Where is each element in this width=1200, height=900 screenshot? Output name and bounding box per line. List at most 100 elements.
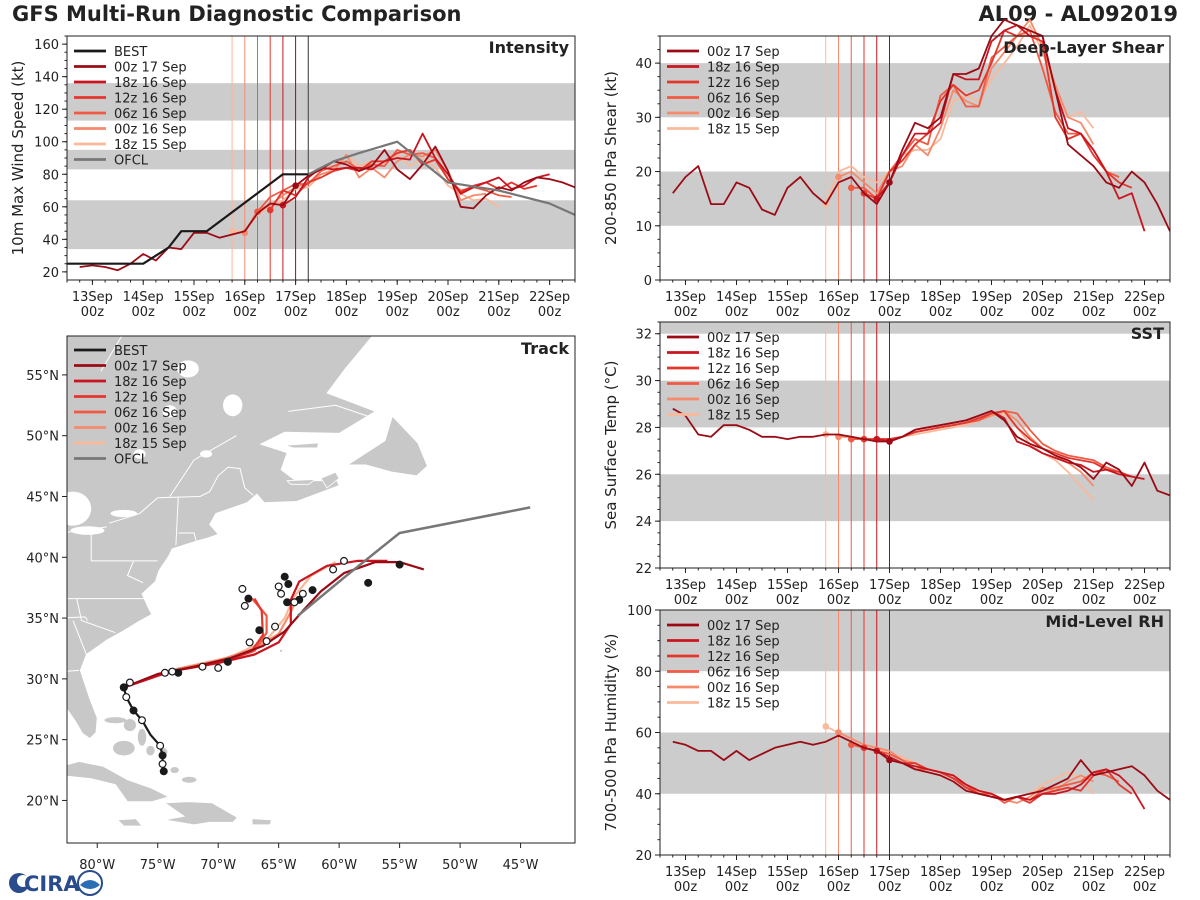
intensity-ytick-label: 80: [42, 168, 59, 183]
sst-xtick-label-hour: 00z: [1133, 593, 1157, 608]
intensity-ytick-label: 40: [42, 233, 59, 248]
track-xtick-label: 45°W: [503, 858, 539, 873]
intensity-xtick-label-day: 15Sep: [173, 290, 214, 305]
rh-legend-entry: 00z 17 Sep: [707, 619, 780, 634]
sst-xtick-label-day: 22Sep: [1124, 578, 1165, 593]
sst-xtick-label-hour: 00z: [1031, 593, 1055, 608]
sst-xtick-label-hour: 00z: [725, 593, 749, 608]
sst-xtick-label-hour: 00z: [1082, 593, 1106, 608]
landmass-cuba: [67, 761, 170, 803]
intensity-chart: 2040608010012014016013Sep00z14Sep00z15Se…: [9, 35, 576, 320]
rh-init-point: [886, 756, 893, 764]
shear-legend-entry: 18z 16 Sep: [707, 61, 780, 76]
sst-ylabel: Sea Surface Temp (°C): [602, 360, 620, 529]
sst-chart: 22242628303213Sep00z14Sep00z15Sep00z16Se…: [602, 321, 1171, 608]
sst-band: [660, 322, 1170, 334]
rh-ytick-label: 40: [635, 788, 652, 803]
track-marker: [214, 663, 223, 672]
track-marker: [284, 580, 293, 589]
rh-init-point: [835, 729, 842, 736]
sst-xtick-label-day: 13Sep: [665, 578, 706, 593]
rh-legend-entry: 18z 16 Sep: [707, 635, 780, 650]
intensity-series-BEST: [67, 173, 309, 265]
rh-legend-entry: 18z 15 Sep: [707, 697, 780, 712]
landmass-bahamas-island: [137, 728, 147, 746]
intensity-init-point: [228, 227, 236, 235]
track-marker: [271, 622, 280, 631]
shear-xtick-label-hour: 00z: [929, 305, 953, 320]
rh-chart: 2040608010013Sep00z14Sep00z15Sep00z16Sep…: [602, 604, 1171, 895]
map-border: [288, 404, 372, 418]
track-marker: [308, 586, 317, 595]
map-border: [175, 496, 179, 546]
shear-series-12z-16-Sep: [863, 29, 1133, 200]
track-xtick-label: 70°W: [200, 858, 236, 873]
sst-xtick-label-hour: 00z: [776, 593, 800, 608]
intensity-legend-entry: 18z 15 Sep: [114, 138, 187, 153]
landmass-bahamas-island: [146, 745, 155, 756]
track-xtick-label: 65°W: [261, 858, 297, 873]
rh-ytick-label: 100: [627, 604, 652, 619]
track-marker: [280, 572, 289, 581]
intensity-xtick-label-day: 17Sep: [275, 290, 316, 305]
track-xtick-label: 55°W: [382, 858, 418, 873]
sst-xtick-label-hour: 00z: [929, 593, 953, 608]
track-xtick-label: 60°W: [321, 858, 357, 873]
sst-series-12z-16-Sep: [864, 410, 1133, 478]
sst-legend-entry: 18z 15 Sep: [707, 409, 780, 424]
map-border: [67, 616, 89, 621]
intensity-xtick-label-day: 22Sep: [529, 290, 570, 305]
intensity-series-12z-16-Sep: [269, 148, 538, 211]
intensity-xtick-label-day: 13Sep: [72, 290, 113, 305]
sst-legend-entry: 06z 16 Sep: [707, 378, 780, 393]
shear-xtick-label-day: 22Sep: [1124, 290, 1165, 305]
map-lake: [162, 405, 178, 418]
rh-xtick-label-day: 14Sep: [716, 865, 757, 880]
cira-logo-text: CIRA: [24, 872, 80, 896]
shear-init-point: [835, 173, 842, 181]
shear-xtick-label-hour: 00z: [1133, 305, 1157, 320]
track-legend-entry: 06z 16 Sep: [114, 406, 187, 421]
sst-xtick-label-hour: 00z: [674, 593, 698, 608]
landmass-pei: [286, 479, 317, 485]
intensity-xtick-label-day: 21Sep: [478, 290, 519, 305]
track-marker: [168, 667, 177, 676]
landmass-jamaica: [116, 818, 143, 827]
rh-ytick-label: 60: [635, 727, 652, 742]
intensity-xtick-label-hour: 00z: [233, 305, 257, 320]
track-marker: [159, 767, 168, 776]
intensity-xtick-label-hour: 00z: [487, 305, 511, 320]
intensity-band: [67, 83, 575, 121]
track-marker: [125, 678, 134, 687]
track-line-OFCL: [297, 506, 531, 617]
track-marker: [274, 582, 283, 591]
sst-xtick-label-day: 15Sep: [767, 578, 808, 593]
rh-xtick-label-day: 19Sep: [971, 865, 1012, 880]
intensity-xtick-label-hour: 00z: [284, 305, 308, 320]
sst-xtick-label-hour: 00z: [980, 593, 1004, 608]
track-marker: [129, 706, 138, 715]
shear-series-18z-15-Sep: [824, 24, 1095, 205]
intensity-ytick-label: 160: [34, 38, 59, 53]
intensity-ytick-label: 20: [42, 266, 59, 281]
rh-xtick-label-day: 22Sep: [1124, 865, 1165, 880]
sst-ytick-label: 22: [635, 562, 652, 577]
landmass-bahamas-island: [112, 740, 135, 756]
track-marker: [119, 683, 128, 692]
shear-init-point: [886, 179, 893, 186]
sst-legend-entry: 12z 16 Sep: [707, 362, 780, 377]
rh-ytick-label: 80: [635, 665, 652, 680]
sst-xtick-label-day: 16Sep: [818, 578, 859, 593]
track-ytick-label: 25°N: [26, 734, 59, 749]
rh-xtick-label-day: 13Sep: [665, 865, 706, 880]
shear-band: [660, 63, 1170, 118]
rh-xtick-label-hour: 00z: [1082, 880, 1106, 895]
sst-ytick-label: 26: [635, 468, 652, 483]
track-marker: [238, 584, 247, 593]
rh-series-06z-16-Sep: [851, 743, 1120, 804]
map-border: [100, 336, 123, 372]
rh-xtick-label-day: 21Sep: [1073, 865, 1114, 880]
track-marker: [283, 598, 292, 607]
